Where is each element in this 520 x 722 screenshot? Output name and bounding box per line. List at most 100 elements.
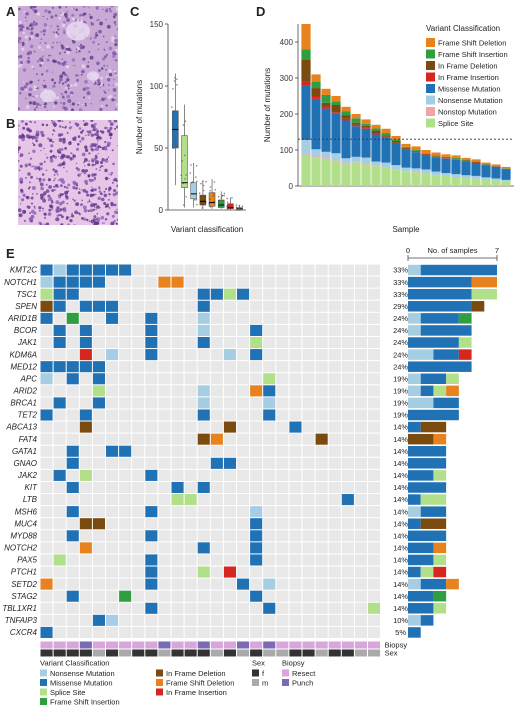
cell-nucleus <box>59 74 64 79</box>
empty-cell <box>263 361 276 373</box>
empty-cell <box>237 554 250 566</box>
jitter-point <box>235 204 238 206</box>
empty-cell <box>354 421 367 433</box>
empty-cell <box>276 578 289 590</box>
empty-cell <box>328 494 341 506</box>
cell-nucleus <box>81 189 83 191</box>
jitter-point <box>201 207 204 209</box>
cell-nucleus <box>88 130 92 134</box>
cell-nucleus <box>87 163 91 167</box>
side-bar-segment <box>420 566 434 578</box>
bar-segment-nonsense-mutation <box>441 173 451 176</box>
bar-segment-splice-site <box>371 166 381 186</box>
sex-track-cell <box>276 649 289 657</box>
mutation-cell <box>40 409 53 421</box>
cell-nucleus <box>19 61 23 64</box>
cell-nucleus <box>52 105 56 108</box>
cell-nucleus <box>69 141 72 143</box>
cell-nucleus <box>113 203 117 207</box>
empty-cell <box>158 324 171 336</box>
bar-segment-missense-mutation <box>301 85 311 140</box>
empty-cell <box>263 469 276 481</box>
bar-segment-frame-shift-insertion <box>311 81 321 89</box>
side-bar-segment <box>408 458 447 469</box>
pct-label: 14% <box>393 580 408 589</box>
mutation-cell <box>106 312 119 324</box>
empty-cell <box>184 457 197 469</box>
empty-cell <box>132 518 145 530</box>
empty-cell <box>237 566 250 578</box>
empty-cell <box>171 336 184 349</box>
cell-nucleus <box>113 21 117 24</box>
cell-nucleus <box>58 81 61 84</box>
cell-nucleus <box>18 128 19 130</box>
cell-nucleus <box>91 160 94 163</box>
side-bar-segment <box>408 446 447 457</box>
jitter-point <box>195 198 198 201</box>
bar-segment-splice-site <box>481 179 491 186</box>
empty-cell <box>223 578 236 590</box>
cell-nucleus <box>29 6 33 9</box>
cell-nucleus <box>68 126 72 130</box>
mutation-cell <box>92 373 105 385</box>
jitter-point <box>196 203 198 206</box>
jitter-point <box>209 186 212 188</box>
empty-cell <box>302 457 315 469</box>
cell-nucleus <box>46 110 48 111</box>
cell-nucleus <box>78 212 81 214</box>
cell-nucleus <box>105 188 108 190</box>
cell-nucleus <box>55 184 58 187</box>
empty-cell <box>119 336 132 349</box>
cell-nucleus <box>69 91 74 95</box>
empty-cell <box>354 494 367 506</box>
cell-nucleus <box>116 222 118 225</box>
gene-label: TNFAIP3 <box>5 616 38 625</box>
empty-cell <box>210 264 223 276</box>
cell-nucleus <box>36 193 38 195</box>
cell-nucleus <box>60 101 62 104</box>
pct-label: 14% <box>393 531 408 540</box>
bar-segment-frame-shift-deletion <box>331 96 341 102</box>
cell-nucleus <box>100 76 103 80</box>
empty-cell <box>79 445 92 457</box>
empty-cell <box>145 300 158 312</box>
empty-cell <box>237 518 250 530</box>
cell-nucleus <box>96 217 101 222</box>
gene-label: ABCA13 <box>5 423 37 432</box>
cell-nucleus <box>35 33 39 38</box>
cell-nucleus <box>77 191 81 195</box>
pct-label: 14% <box>393 544 408 553</box>
cell-nucleus <box>100 105 104 108</box>
cell-nucleus <box>80 173 82 175</box>
empty-cell <box>53 494 66 506</box>
empty-cell <box>79 566 92 578</box>
jitter-point <box>226 207 229 209</box>
cell-nucleus <box>77 174 80 177</box>
y-tick-label: 400 <box>280 38 294 47</box>
cell-nucleus <box>48 208 52 212</box>
cell-nucleus <box>59 41 62 44</box>
side-bar-segment <box>408 288 472 300</box>
cell-nucleus <box>18 169 21 172</box>
mutation-cell <box>53 288 66 300</box>
legend-e-swatch <box>40 697 47 705</box>
cell-nucleus <box>107 156 110 158</box>
empty-cell <box>289 578 302 590</box>
empty-cell <box>315 385 328 397</box>
empty-cell <box>40 385 53 397</box>
cell-nucleus <box>57 185 60 188</box>
empty-cell <box>210 554 223 566</box>
biopsy-track-cell <box>92 641 105 649</box>
empty-cell <box>315 494 328 506</box>
empty-cell <box>171 578 184 590</box>
cell-nucleus <box>51 6 54 9</box>
cell-nucleus <box>86 218 89 222</box>
empty-cell <box>145 494 158 506</box>
empty-cell <box>237 409 250 421</box>
cell-nucleus <box>70 104 72 106</box>
cell-nucleus <box>113 189 116 192</box>
empty-cell <box>341 530 354 542</box>
gene-label: KIT <box>25 483 39 492</box>
cell-nucleus <box>88 96 91 99</box>
legend-e-swatch <box>156 678 163 686</box>
